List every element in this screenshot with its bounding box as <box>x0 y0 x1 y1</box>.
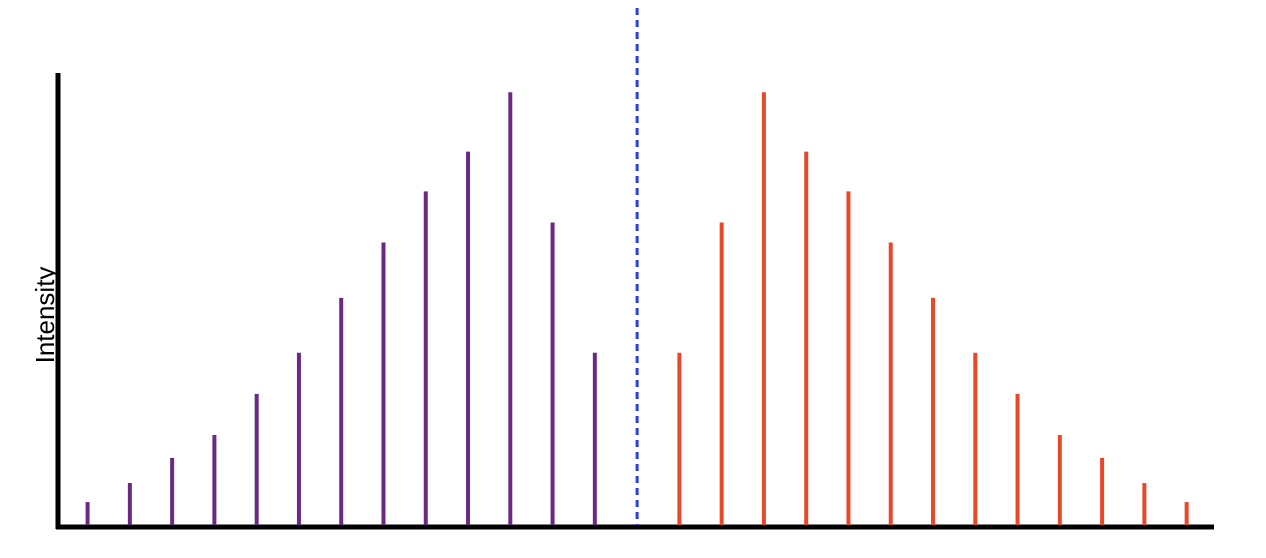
y-axis-label: Intensity <box>30 267 60 364</box>
